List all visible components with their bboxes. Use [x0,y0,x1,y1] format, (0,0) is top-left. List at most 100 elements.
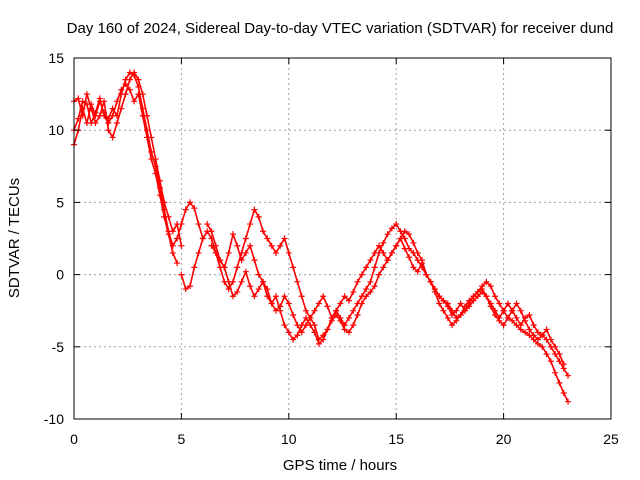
data-point [371,264,378,271]
data-point [144,134,151,141]
data-point [436,300,443,307]
data-point [118,105,125,112]
data-point [251,257,258,264]
data-point [268,242,275,249]
data-point [526,312,533,319]
x-tick-label: 0 [70,431,78,447]
data-point [294,332,301,339]
data-point [156,192,163,199]
data-point [513,322,520,329]
data-point [251,206,258,213]
data-point [152,170,159,177]
data-point [543,326,550,333]
grid [74,58,611,419]
data-point [453,314,460,321]
data-point [88,105,95,112]
data-point [247,221,254,228]
data-point [401,228,408,235]
data-point [513,314,520,321]
data-point [238,278,245,285]
data-point [526,326,533,333]
data-point [483,293,490,300]
data-point [543,351,550,358]
data-point [225,286,232,293]
x-tick-label: 20 [496,431,512,447]
data-point [178,271,185,278]
y-tick-label: -5 [52,339,65,355]
plot-frame [73,57,612,420]
data-point [457,300,464,307]
y-tick-label: -10 [44,411,64,427]
data-point [509,317,516,324]
data-point [311,322,318,329]
data-point [384,257,391,264]
data-point [345,329,352,336]
data-point [500,307,507,314]
data-point [367,257,374,264]
data-point [337,300,344,307]
data-point [161,213,168,220]
data-point [238,249,245,256]
series-arc-2 [71,69,185,249]
data-point [492,312,499,319]
data-point [229,278,236,285]
series-arc-5 [204,221,572,405]
x-tick-label: 5 [178,431,186,447]
data-point [315,336,322,343]
data-point [397,235,404,242]
data-point [285,249,292,256]
data-point [384,231,391,238]
data-point [79,98,86,105]
data-point [406,231,413,238]
data-point [281,322,288,329]
data-point [234,242,241,249]
data-point [182,206,189,213]
data-point [470,293,477,300]
data-point [105,119,112,126]
data-point [496,300,503,307]
data-point [328,317,335,324]
y-tick-label: 10 [48,122,64,138]
data-point [208,228,215,235]
x-tick-label: 15 [388,431,404,447]
data-point [350,322,357,329]
x-tick-label: 10 [281,431,297,447]
data-point [281,293,288,300]
data-point [247,283,254,290]
data-point [534,336,541,343]
data-point [539,332,546,339]
data-point [113,98,120,105]
data-point [135,91,142,98]
data-point [522,329,529,336]
data-point [277,307,284,314]
data-point [186,283,193,290]
data-point [487,303,494,310]
x-axis-label: GPS time / hours [283,457,397,474]
data-point [556,351,563,358]
data-point [388,225,395,232]
series-arc-3 [71,80,181,267]
data-point [345,297,352,304]
data-point [242,235,249,242]
data-point [449,322,456,329]
data-point [324,326,331,333]
data-point [423,271,430,278]
data-point [156,177,163,184]
data-point [431,286,438,293]
data-point [380,264,387,271]
data-point [539,343,546,350]
data-point [479,286,486,293]
data-point [517,326,524,333]
data-point [255,286,262,293]
data-point [345,314,352,321]
data-point [376,242,383,249]
data-point [513,300,520,307]
data-point [466,297,473,304]
data-point [148,156,155,163]
data-point [376,271,383,278]
data-point [354,312,361,319]
data-point [363,264,370,271]
data-point [324,303,331,310]
data-point [449,307,456,314]
